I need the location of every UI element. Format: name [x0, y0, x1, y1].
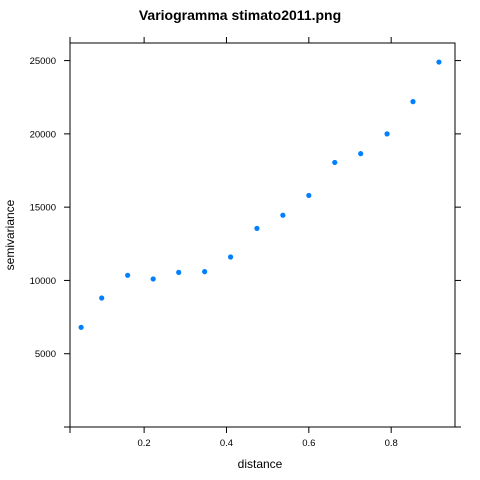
- data-point: [332, 159, 338, 166]
- x-tick-label: 0.6: [302, 438, 315, 449]
- axis-ticks: 0.2 0.4 0.6 0.8 5000 10000 15000 20000 25000: [30, 37, 461, 449]
- data-point: [99, 295, 105, 301]
- data-points: [78, 59, 442, 330]
- data-point: [125, 272, 131, 278]
- y-tick-label: 20000: [30, 129, 56, 140]
- data-point: [150, 276, 156, 282]
- data-point: [202, 269, 208, 275]
- data-point: [436, 59, 442, 65]
- y-axis-label: semivariance: [3, 199, 17, 270]
- y-tick-label: 10000: [30, 276, 56, 287]
- x-axis-label: distance: [238, 457, 283, 471]
- x-tick-label: 0.2: [138, 438, 151, 449]
- data-point: [358, 151, 364, 157]
- data-point: [384, 131, 390, 137]
- data-point: [280, 212, 286, 218]
- x-tick-label: 0.4: [220, 438, 233, 449]
- x-tick-label: 0.8: [385, 438, 398, 449]
- chart-title: Variogramma stimato2011.png: [139, 7, 341, 23]
- data-point: [254, 225, 260, 232]
- data-point: [78, 324, 84, 330]
- data-point: [410, 99, 416, 105]
- data-point: [176, 269, 182, 275]
- data-point: [306, 192, 312, 199]
- data-point: [227, 254, 234, 260]
- y-tick-label: 5000: [35, 349, 56, 360]
- plot-frame: [69, 42, 456, 428]
- y-tick-label: 25000: [30, 56, 56, 67]
- y-tick-label: 15000: [30, 203, 56, 214]
